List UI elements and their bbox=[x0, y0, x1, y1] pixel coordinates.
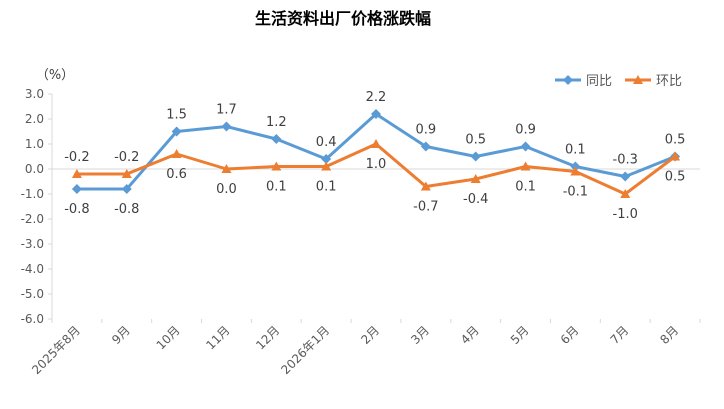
legend-label-1: 同比 bbox=[586, 74, 612, 89]
y-tick-label: 3.0 bbox=[25, 87, 44, 101]
data-label-1: 0.4 bbox=[316, 135, 337, 150]
y-tick-label: -2.0 bbox=[21, 212, 44, 226]
data-label-2: 0.1 bbox=[515, 180, 536, 195]
legend-label-2: 环比 bbox=[656, 74, 682, 89]
legend-marker-1 bbox=[563, 75, 573, 85]
y-tick-label: -6.0 bbox=[21, 312, 44, 326]
x-tick-label: 2026年1月 bbox=[278, 323, 332, 377]
data-label-2: 0.5 bbox=[665, 170, 686, 185]
data-label-2: -0.1 bbox=[563, 185, 588, 200]
data-label-1: -0.3 bbox=[613, 153, 638, 168]
data-label-1: -0.8 bbox=[64, 202, 89, 217]
chart-title: 生活资料出厂价格涨跌幅 bbox=[255, 9, 431, 28]
y-tick-label: 1.0 bbox=[25, 137, 44, 151]
data-label-2: -0.2 bbox=[64, 150, 89, 165]
y-tick-label: 2.0 bbox=[25, 112, 44, 126]
y-tick-label: -5.0 bbox=[21, 287, 44, 301]
data-point-2 bbox=[121, 169, 132, 178]
x-tick-label: 3月 bbox=[408, 323, 432, 347]
data-point-1 bbox=[221, 121, 232, 132]
x-tick-label: 2025年8月 bbox=[29, 323, 83, 377]
data-label-2: -0.4 bbox=[463, 192, 488, 207]
data-point-1 bbox=[371, 109, 381, 119]
data-label-2: 1.0 bbox=[366, 157, 387, 172]
x-tick-label: 11月 bbox=[203, 323, 232, 352]
x-tick-label: 12月 bbox=[253, 323, 282, 352]
data-label-1: 0.1 bbox=[565, 143, 586, 158]
x-tick-label: 5月 bbox=[508, 323, 532, 347]
data-label-2: -0.7 bbox=[413, 200, 438, 215]
data-point-1 bbox=[321, 154, 332, 164]
data-label-1: 2.2 bbox=[366, 90, 387, 105]
x-tick-label: 7月 bbox=[608, 323, 632, 347]
data-point-1 bbox=[470, 151, 481, 162]
data-point-1 bbox=[71, 184, 82, 194]
y-axis-unit-label: （%） bbox=[36, 68, 74, 83]
axes: 3.0 2.0 1.0 0.0 -1.0 -2.0 -3.0 -4.0 -5.0 -6.02025… bbox=[21, 87, 701, 377]
data-point-2 bbox=[321, 161, 332, 171]
data-point-1 bbox=[620, 171, 631, 182]
data-point-2 bbox=[520, 161, 531, 171]
data-point-2 bbox=[420, 181, 431, 191]
legend: 同比 环比 bbox=[555, 74, 682, 89]
data-label-1: 0.9 bbox=[416, 123, 437, 138]
legend-marker-2 bbox=[633, 75, 643, 84]
data-label-1: 0.5 bbox=[465, 133, 486, 148]
data-point-1 bbox=[420, 141, 431, 152]
data-point-2 bbox=[71, 169, 82, 178]
data-point-2 bbox=[221, 164, 232, 173]
data-point-1 bbox=[121, 184, 132, 194]
data-point-1 bbox=[520, 141, 531, 152]
data-point-2 bbox=[271, 161, 282, 171]
data-label-2: 0.1 bbox=[316, 180, 337, 195]
data-labels-layer: -0.8 -0.2 -0.8 -0.2 1.5 0.6 1.7 0.0 1.2 0.1 0.4 0.1… bbox=[64, 90, 685, 222]
data-label-1: -0.8 bbox=[114, 202, 139, 217]
x-tick-label: 6月 bbox=[558, 323, 582, 347]
data-label-1: 1.5 bbox=[166, 108, 187, 123]
data-label-2: -1.0 bbox=[613, 207, 638, 222]
data-point-2 bbox=[470, 174, 481, 183]
data-point-2 bbox=[620, 189, 631, 198]
data-point-2 bbox=[570, 166, 581, 176]
data-point-1 bbox=[171, 126, 182, 137]
data-label-2: -0.2 bbox=[114, 150, 139, 165]
x-tick-label: 2月 bbox=[358, 323, 382, 347]
y-tick-label: -3.0 bbox=[21, 237, 44, 251]
data-label-2: 0.0 bbox=[216, 182, 237, 197]
data-label-1: 1.7 bbox=[216, 103, 237, 118]
data-point-2 bbox=[670, 151, 681, 161]
data-label-1: 1.2 bbox=[266, 115, 287, 130]
data-point-2 bbox=[171, 149, 182, 158]
series-layer bbox=[71, 109, 681, 198]
data-point-1 bbox=[271, 134, 282, 144]
x-tick-label: 4月 bbox=[458, 323, 482, 347]
data-label-2: 0.6 bbox=[166, 167, 187, 182]
y-tick-label: -1.0 bbox=[21, 187, 44, 201]
y-tick-label: 0.0 bbox=[25, 162, 44, 176]
data-label-1: 0.5 bbox=[665, 133, 686, 148]
data-label-1: 0.9 bbox=[515, 123, 536, 138]
data-point-2 bbox=[371, 139, 381, 148]
x-tick-label: 9月 bbox=[109, 323, 133, 347]
x-tick-label: 10月 bbox=[154, 323, 183, 352]
y-tick-label: -4.0 bbox=[21, 262, 44, 276]
x-tick-label: 8月 bbox=[657, 323, 681, 347]
data-label-2: 0.1 bbox=[266, 180, 287, 195]
